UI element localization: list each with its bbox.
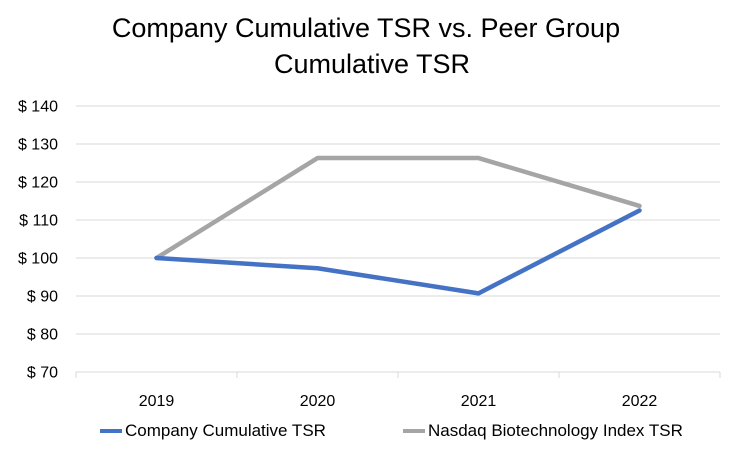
x-tick-label-2021: 2021 (461, 393, 497, 410)
x-axis: 2019 2020 2021 2022 (75, 371, 721, 410)
y-tick-label-120: $ 120 (18, 175, 58, 192)
y-tick-label-140: $ 140 (18, 99, 58, 116)
series-line-nasdaq (154, 155, 642, 261)
chart-title: Company Cumulative TSR vs. Peer Group Cu… (0, 10, 744, 82)
x-tick-label-2020: 2020 (300, 393, 336, 410)
legend-item-company: Company Cumulative TSR (100, 421, 326, 441)
x-tick-label-2022: 2022 (622, 393, 658, 410)
x-tick-label-2019: 2019 (139, 393, 175, 410)
y-tick-label-80: $ 80 (27, 327, 58, 344)
y-tick-label-70: $ 70 (27, 365, 58, 382)
y-tick-label-100: $ 100 (18, 251, 58, 268)
chart-title-line-2: Cumulative TSR (273, 49, 471, 79)
y-axis-tick-labels: $ 140 $ 130 $ 120 $ 110 $ 100 $ 90 $ 80 $ 70 (18, 99, 58, 382)
legend-label-nasdaq: Nasdaq Biotechnology Index TSR (428, 421, 683, 440)
legend-label-company: Company Cumulative TSR (125, 421, 326, 440)
y-tick-label-110: $ 110 (19, 213, 58, 230)
chart-title-line-1: Company Cumulative TSR vs. Peer Group (111, 13, 621, 43)
legend-swatch-company (100, 429, 122, 433)
y-tick-label-90: $ 90 (27, 289, 58, 306)
series-lines (154, 155, 642, 296)
legend-item-nasdaq: Nasdaq Biotechnology Index TSR (403, 421, 683, 441)
legend-swatch-nasdaq (403, 429, 425, 433)
series-line-company (154, 208, 642, 296)
y-tick-label-130: $ 130 (18, 137, 58, 154)
